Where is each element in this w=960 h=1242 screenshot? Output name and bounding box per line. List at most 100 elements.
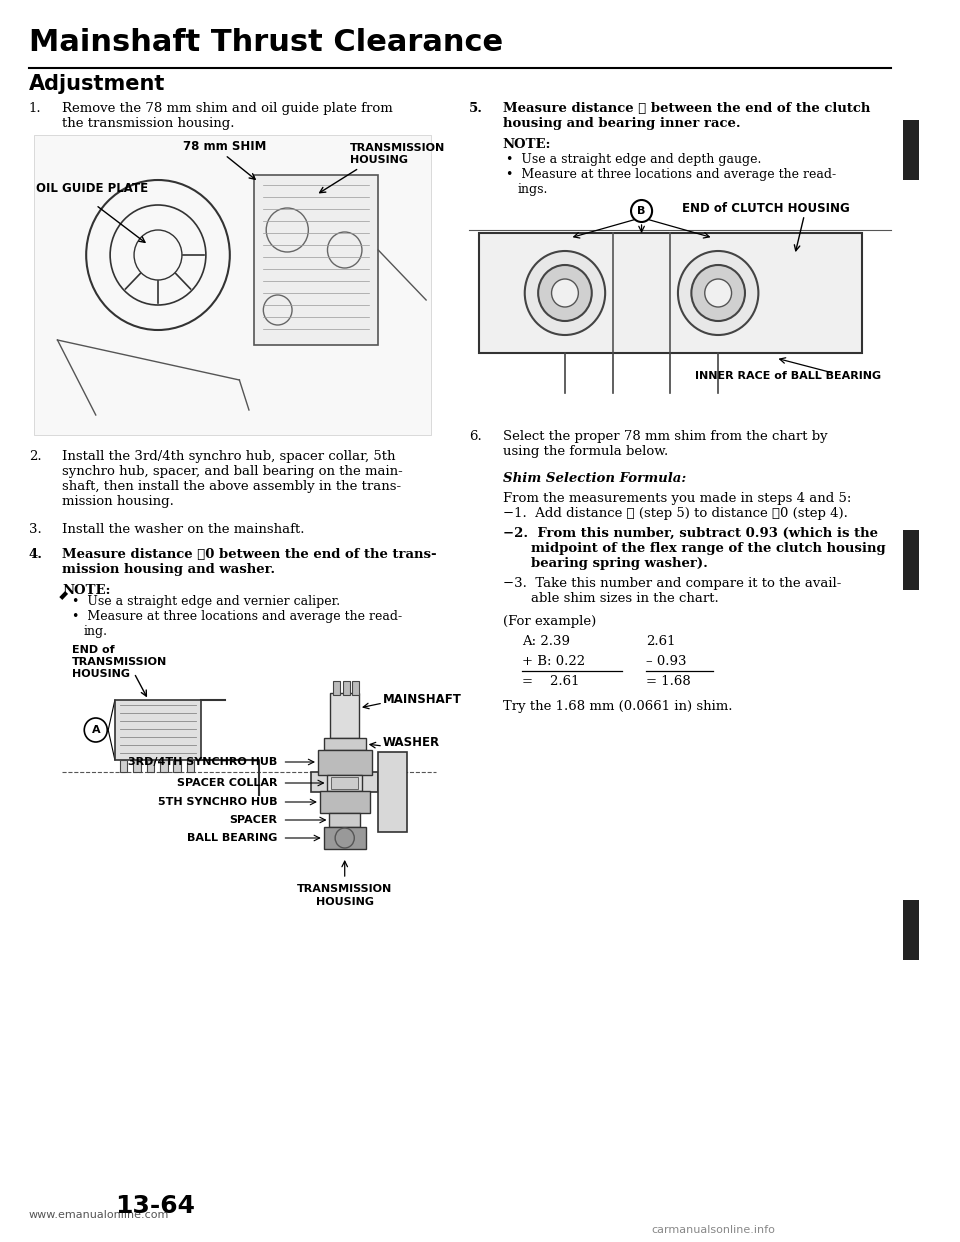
FancyBboxPatch shape	[318, 750, 372, 775]
FancyBboxPatch shape	[352, 681, 359, 696]
Text: carmanualsonline.info: carmanualsonline.info	[651, 1225, 775, 1235]
Text: 78 mm SHIM: 78 mm SHIM	[183, 140, 267, 153]
FancyBboxPatch shape	[147, 760, 155, 773]
Text: 2.: 2.	[29, 450, 41, 463]
Circle shape	[539, 265, 591, 320]
FancyBboxPatch shape	[333, 681, 340, 696]
Text: www.emanualonline.com: www.emanualonline.com	[29, 1210, 169, 1220]
FancyBboxPatch shape	[903, 530, 920, 590]
Text: + B: 0.22: + B: 0.22	[522, 655, 585, 668]
Text: Select the proper 78 mm shim from the chart by: Select the proper 78 mm shim from the ch…	[503, 430, 828, 443]
FancyBboxPatch shape	[187, 760, 194, 773]
Text: •  Use a straight edge and vernier caliper.: • Use a straight edge and vernier calipe…	[72, 595, 340, 609]
Text: midpoint of the flex range of the clutch housing: midpoint of the flex range of the clutch…	[532, 542, 886, 555]
Text: From the measurements you made in steps 4 and 5:: From the measurements you made in steps …	[503, 492, 852, 505]
FancyBboxPatch shape	[331, 777, 358, 789]
Text: SPACER: SPACER	[229, 815, 277, 825]
FancyBboxPatch shape	[320, 791, 370, 814]
Text: 3RD/4TH SYNCHRO HUB: 3RD/4TH SYNCHRO HUB	[129, 758, 277, 768]
Text: synchro hub, spacer, and ball bearing on the main-: synchro hub, spacer, and ball bearing on…	[62, 465, 403, 478]
FancyBboxPatch shape	[120, 760, 128, 773]
FancyBboxPatch shape	[903, 900, 920, 960]
Text: 5TH SYNCHRO HUB: 5TH SYNCHRO HUB	[158, 797, 277, 807]
Text: WASHER: WASHER	[383, 737, 440, 749]
Text: HOUSING: HOUSING	[72, 669, 130, 679]
Text: TRANSMISSION: TRANSMISSION	[72, 657, 167, 667]
Text: 4.: 4.	[29, 548, 43, 561]
FancyBboxPatch shape	[343, 681, 349, 696]
FancyBboxPatch shape	[324, 738, 366, 750]
Text: A: A	[91, 725, 100, 735]
Text: ing.: ing.	[84, 625, 108, 638]
Text: MAINSHAFT: MAINSHAFT	[383, 693, 462, 705]
Text: bearing spring washer).: bearing spring washer).	[532, 556, 708, 570]
Text: SPACER COLLAR: SPACER COLLAR	[178, 777, 277, 787]
Text: Remove the 78 mm shim and oil guide plate from: Remove the 78 mm shim and oil guide plat…	[62, 102, 393, 116]
Text: Measure distance Ⓑ between the end of the clutch: Measure distance Ⓑ between the end of th…	[503, 102, 870, 116]
Text: HOUSING: HOUSING	[349, 155, 407, 165]
Circle shape	[691, 265, 745, 320]
Text: •  Measure at three locations and average the read-: • Measure at three locations and average…	[506, 168, 836, 181]
FancyBboxPatch shape	[34, 135, 431, 435]
FancyBboxPatch shape	[378, 751, 407, 832]
Text: mission housing and washer.: mission housing and washer.	[62, 563, 276, 576]
Circle shape	[678, 251, 758, 335]
Text: INNER RACE of BALL BEARING: INNER RACE of BALL BEARING	[695, 371, 881, 381]
Text: ings.: ings.	[517, 183, 547, 196]
FancyBboxPatch shape	[133, 760, 141, 773]
Text: −2.  From this number, subtract 0.93 (which is the: −2. From this number, subtract 0.93 (whi…	[503, 527, 877, 540]
Circle shape	[552, 279, 578, 307]
Text: =    2.61: = 2.61	[522, 674, 580, 688]
Text: able shim sizes in the chart.: able shim sizes in the chart.	[532, 592, 719, 605]
Text: – 0.93: – 0.93	[646, 655, 686, 668]
FancyBboxPatch shape	[479, 233, 862, 353]
Text: Shim Selection Formula:: Shim Selection Formula:	[503, 472, 686, 484]
Text: Try the 1.68 mm (0.0661 in) shim.: Try the 1.68 mm (0.0661 in) shim.	[503, 700, 732, 713]
Text: TRANSMISSION: TRANSMISSION	[349, 143, 444, 153]
Text: 2.61: 2.61	[646, 635, 676, 648]
Text: END of CLUTCH HOUSING: END of CLUTCH HOUSING	[683, 202, 850, 215]
Text: = 1.68: = 1.68	[646, 674, 691, 688]
Text: NOTE:: NOTE:	[503, 138, 551, 152]
FancyBboxPatch shape	[253, 175, 378, 345]
Text: Install the 3rd/4th synchro hub, spacer collar, 5th: Install the 3rd/4th synchro hub, spacer …	[62, 450, 396, 463]
Text: BALL BEARING: BALL BEARING	[187, 833, 277, 843]
FancyBboxPatch shape	[311, 773, 378, 792]
Text: B: B	[637, 206, 646, 216]
Text: mission housing.: mission housing.	[62, 496, 174, 508]
FancyBboxPatch shape	[324, 827, 366, 850]
Text: A: 2.39: A: 2.39	[522, 635, 570, 648]
Text: shaft, then install the above assembly in the trans-: shaft, then install the above assembly i…	[62, 479, 401, 493]
Text: Mainshaft Thrust Clearance: Mainshaft Thrust Clearance	[29, 29, 503, 57]
Text: using the formula below.: using the formula below.	[503, 445, 668, 458]
Text: •  Measure at three locations and average the read-: • Measure at three locations and average…	[72, 610, 402, 623]
Text: 6.: 6.	[469, 430, 482, 443]
FancyBboxPatch shape	[329, 814, 360, 827]
Text: housing and bearing inner race.: housing and bearing inner race.	[503, 117, 740, 130]
Text: 13-64: 13-64	[115, 1194, 195, 1218]
Circle shape	[525, 251, 605, 335]
Text: Install the washer on the mainshaft.: Install the washer on the mainshaft.	[62, 523, 304, 537]
FancyBboxPatch shape	[330, 693, 359, 738]
Text: •  Use a straight edge and depth gauge.: • Use a straight edge and depth gauge.	[506, 153, 761, 166]
Text: −1.  Add distance Ⓑ (step 5) to distance ⑀0 (step 4).: −1. Add distance Ⓑ (step 5) to distance …	[503, 507, 848, 520]
Text: 1.: 1.	[29, 102, 41, 116]
Circle shape	[705, 279, 732, 307]
Text: the transmission housing.: the transmission housing.	[62, 117, 235, 130]
Text: Measure distance ⑀0 between the end of the trans-: Measure distance ⑀0 between the end of t…	[62, 548, 437, 561]
Text: NOTE:: NOTE:	[62, 584, 110, 597]
Text: −3.  Take this number and compare it to the avail-: −3. Take this number and compare it to t…	[503, 578, 841, 590]
FancyBboxPatch shape	[903, 120, 920, 180]
FancyBboxPatch shape	[327, 775, 362, 791]
Text: Adjustment: Adjustment	[29, 75, 165, 94]
Text: (For example): (For example)	[503, 615, 596, 628]
Text: OIL GUIDE PLATE: OIL GUIDE PLATE	[36, 183, 149, 195]
Text: HOUSING: HOUSING	[316, 897, 373, 907]
Text: 3.: 3.	[29, 523, 41, 537]
FancyBboxPatch shape	[115, 700, 201, 760]
FancyBboxPatch shape	[160, 760, 168, 773]
Text: 5.: 5.	[469, 102, 483, 116]
Text: END of: END of	[72, 645, 114, 655]
FancyBboxPatch shape	[174, 760, 181, 773]
Text: TRANSMISSION: TRANSMISSION	[297, 884, 393, 894]
